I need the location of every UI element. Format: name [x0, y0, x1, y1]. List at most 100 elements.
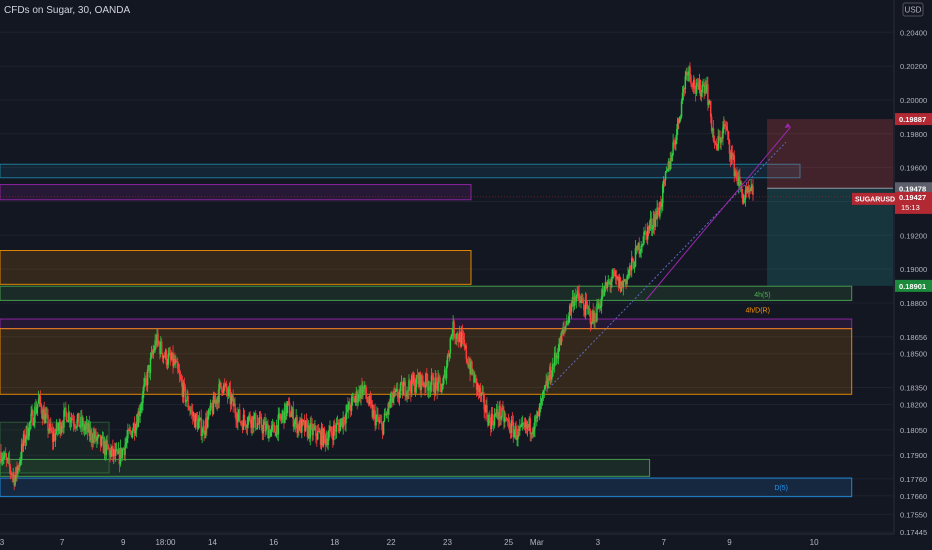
candle	[739, 168, 741, 190]
candle	[152, 344, 155, 359]
candle	[477, 383, 480, 400]
candle	[676, 123, 678, 144]
candle	[726, 122, 729, 140]
candle	[655, 210, 657, 220]
candle	[91, 432, 93, 450]
candle	[513, 429, 515, 439]
candle	[677, 118, 680, 130]
candle	[145, 375, 147, 387]
candle	[292, 401, 295, 432]
candle	[96, 436, 98, 449]
candle	[731, 145, 734, 164]
time-axis[interactable]	[0, 534, 894, 550]
currency-button[interactable]	[902, 2, 924, 17]
candle	[42, 405, 45, 420]
zone-orange-zone-left[interactable]	[0, 250, 472, 285]
candle	[296, 414, 298, 438]
candle	[261, 424, 264, 440]
candle	[380, 414, 383, 431]
candle	[48, 428, 50, 434]
candle	[701, 80, 703, 98]
candle	[590, 321, 593, 330]
candle	[510, 415, 513, 439]
zone-orange-4h-zone[interactable]	[0, 328, 853, 395]
candle	[364, 381, 366, 395]
candle	[301, 413, 303, 439]
candle	[392, 392, 394, 404]
zone-teal-zone-high[interactable]	[0, 163, 801, 179]
candle	[291, 406, 294, 419]
candle	[677, 117, 679, 136]
candle	[467, 356, 469, 369]
annotation-4h-5: 4h(5)	[754, 292, 770, 299]
svg-text:0.19478: 0.19478	[899, 184, 926, 193]
candle	[603, 285, 606, 297]
candle	[22, 430, 25, 453]
candle	[713, 135, 716, 149]
position-risk-area[interactable]	[767, 119, 893, 189]
candle	[552, 362, 555, 371]
candle	[323, 426, 326, 444]
time-tick-label: 9	[121, 538, 126, 547]
candle	[374, 403, 376, 432]
candle	[349, 404, 352, 418]
candle	[87, 420, 90, 433]
zone-purple-zone-mid[interactable]	[0, 318, 853, 330]
candle	[424, 382, 426, 396]
candle	[53, 428, 56, 442]
candle	[478, 385, 481, 399]
candle	[378, 417, 380, 430]
candle	[62, 419, 64, 435]
candle	[239, 403, 241, 423]
candle	[450, 333, 453, 340]
candle	[183, 377, 186, 392]
candle	[607, 275, 609, 286]
candle	[354, 395, 357, 406]
candle	[549, 363, 551, 385]
price-axis[interactable]	[894, 0, 932, 534]
zone-purple-supply-left[interactable]	[0, 184, 472, 201]
projection-line[interactable]	[545, 141, 787, 392]
candle	[35, 399, 37, 416]
candle	[82, 415, 84, 432]
zone-green-zone-4h[interactable]	[0, 285, 853, 301]
candle	[222, 389, 224, 396]
arrow-line[interactable]	[644, 126, 791, 302]
candle	[653, 211, 656, 235]
zone-green-zone-low[interactable]	[0, 458, 651, 477]
candle	[118, 448, 121, 473]
candle	[379, 414, 381, 424]
candle	[133, 416, 136, 441]
candle	[209, 399, 212, 416]
price-tick-label: 0.17900	[900, 451, 927, 460]
candle	[685, 68, 688, 81]
candle	[631, 256, 634, 263]
candle	[110, 443, 112, 460]
candle	[300, 417, 302, 434]
candle	[691, 83, 693, 90]
candle	[25, 425, 28, 446]
candle	[93, 426, 95, 444]
zone-blue-zone-daily[interactable]	[0, 477, 853, 498]
candle	[199, 417, 202, 421]
candle	[489, 417, 492, 437]
candle	[593, 310, 595, 328]
candle	[302, 419, 305, 426]
candle	[337, 419, 340, 433]
candle	[286, 400, 288, 420]
candle	[529, 413, 531, 442]
candle	[640, 241, 642, 259]
candle	[330, 426, 332, 437]
candle	[156, 328, 158, 348]
candle	[368, 394, 371, 407]
candle	[90, 427, 92, 447]
candle	[526, 420, 529, 437]
candle	[566, 314, 568, 326]
candle	[150, 345, 153, 360]
candle	[109, 447, 111, 463]
candle	[535, 414, 537, 423]
candle	[543, 385, 546, 399]
candle	[515, 421, 517, 441]
candle	[26, 422, 29, 440]
